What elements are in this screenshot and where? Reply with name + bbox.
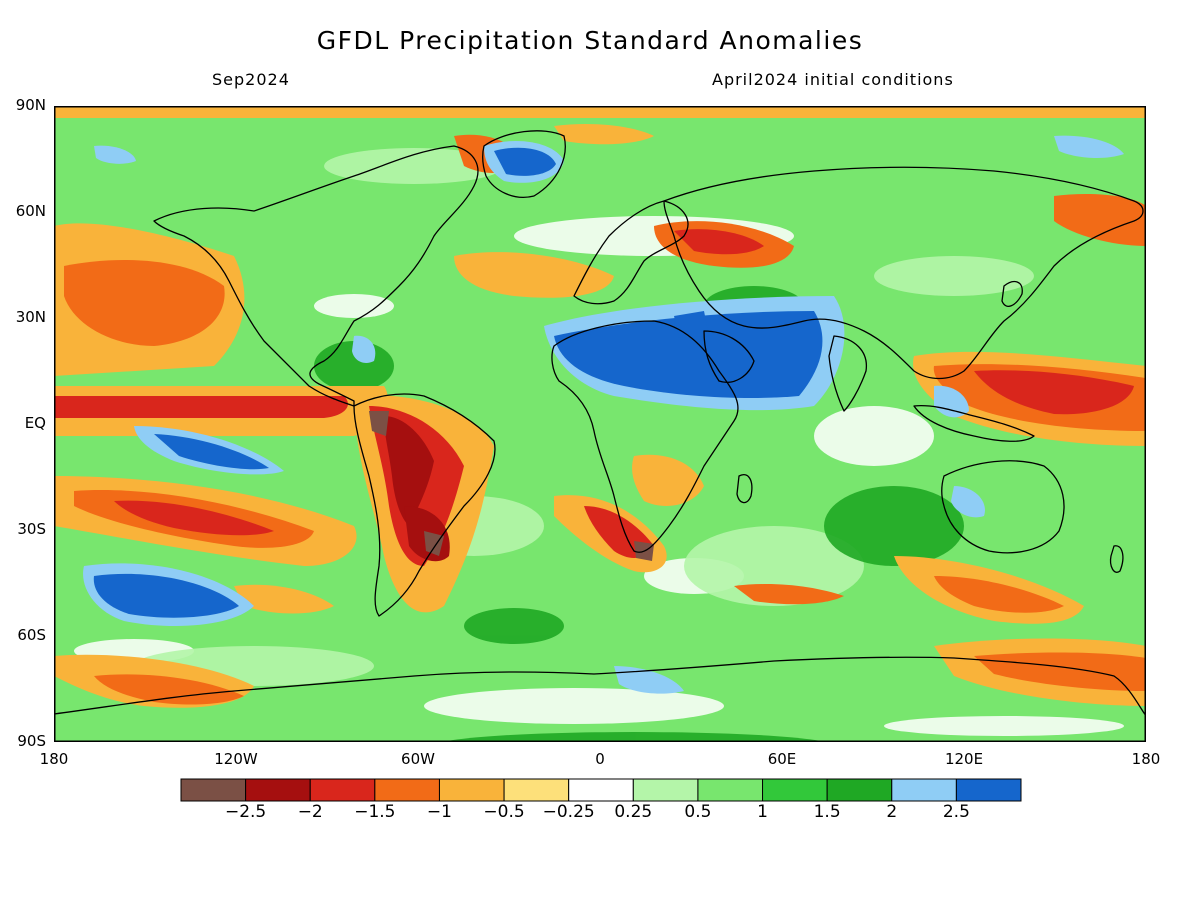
colorbar-swatch bbox=[762, 778, 828, 802]
colorbar-tick-label: 2.5 bbox=[942, 802, 970, 822]
colorbar-swatch bbox=[632, 778, 699, 802]
positive-anomaly-regions bbox=[83, 135, 1124, 694]
coastlines bbox=[54, 130, 1146, 717]
colorbar-tick-label: 1 bbox=[757, 802, 768, 822]
valid-month-label: Sep2024 bbox=[212, 70, 290, 89]
colorbar-swatch bbox=[180, 778, 247, 802]
negative-anomaly-regions bbox=[54, 106, 1146, 708]
initial-conditions-label: April2024 initial conditions bbox=[712, 70, 954, 89]
antarctica-outline bbox=[54, 656, 1146, 717]
colorbar bbox=[180, 778, 1022, 802]
colorbar-tick-label: −0.25 bbox=[542, 802, 595, 822]
greenland-outline bbox=[482, 130, 566, 198]
lat-label-eq: EQ bbox=[24, 414, 46, 432]
lon-label-180w: 180 bbox=[39, 750, 69, 768]
colorbar-swatch bbox=[697, 778, 764, 802]
south-america-outline bbox=[353, 393, 496, 617]
colorbar-tick-label: −1 bbox=[426, 802, 452, 822]
colorbar-swatch bbox=[826, 778, 893, 802]
lon-label-180e: 180 bbox=[1131, 750, 1161, 768]
colorbar-tick-label: 1.5 bbox=[813, 802, 841, 822]
arabia-outline bbox=[703, 330, 755, 383]
colorbar-swatch bbox=[245, 778, 311, 802]
lat-label-60s: 60S bbox=[17, 626, 46, 644]
colorbar-swatch bbox=[955, 778, 1022, 802]
map-frame bbox=[54, 106, 1146, 742]
colorbar-swatch bbox=[568, 778, 634, 802]
australia-outline bbox=[941, 460, 1065, 554]
page-title: GFDL Precipitation Standard Anomalies bbox=[316, 26, 864, 55]
colorbar-swatch bbox=[309, 778, 376, 802]
asia-outline bbox=[663, 166, 1144, 380]
indonesia-outline bbox=[913, 405, 1035, 442]
colorbar-swatch bbox=[891, 778, 957, 802]
colorbar-tick-label: −2 bbox=[297, 802, 323, 822]
north-america-outline bbox=[153, 145, 479, 407]
colorbar-swatch bbox=[374, 778, 440, 802]
new-zealand-outline bbox=[1109, 545, 1124, 573]
lat-label-30n: 30N bbox=[15, 308, 46, 326]
africa-outline bbox=[551, 320, 739, 553]
colorbar-tick-label: 0.25 bbox=[614, 802, 653, 822]
lon-label-120e: 120E bbox=[944, 750, 984, 768]
precipitation-anomaly-map bbox=[54, 106, 1146, 742]
colorbar-tick-label: −1.5 bbox=[354, 802, 396, 822]
europe-outline bbox=[573, 200, 689, 305]
lon-label-0: 0 bbox=[595, 750, 605, 768]
lon-label-120w: 120W bbox=[214, 750, 258, 768]
colorbar-tick-label: 2 bbox=[886, 802, 898, 822]
colorbar-tick-label: −0.5 bbox=[483, 802, 525, 822]
madagascar-outline bbox=[736, 474, 753, 504]
lat-label-90s: 90S bbox=[17, 732, 46, 750]
colorbar-tick-label: 0.5 bbox=[684, 802, 712, 822]
lat-label-60n: 60N bbox=[15, 202, 46, 220]
colorbar-tick-label: −2.5 bbox=[224, 802, 267, 822]
lat-label-90n: 90N bbox=[15, 96, 46, 114]
lon-label-60w: 60W bbox=[401, 750, 435, 768]
lon-label-60e: 60E bbox=[767, 750, 797, 768]
lat-label-30s: 30S bbox=[17, 520, 46, 538]
india-outline bbox=[828, 335, 867, 412]
japan-outline bbox=[1001, 280, 1023, 307]
colorbar-swatch bbox=[438, 778, 505, 802]
colorbar-swatch bbox=[503, 778, 570, 802]
